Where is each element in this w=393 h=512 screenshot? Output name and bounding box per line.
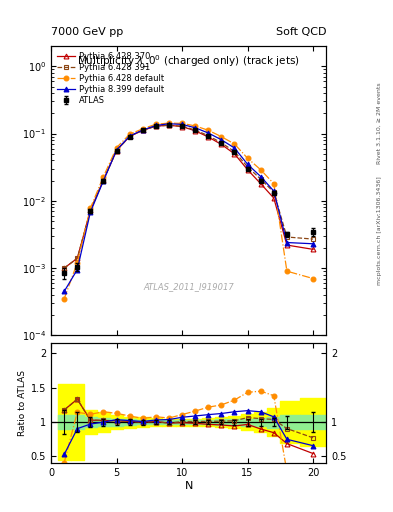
Pythia 6.428 default <box>88 205 93 211</box>
Pythia 6.428 default <box>311 275 316 282</box>
Pythia 6.428 391 <box>193 127 198 133</box>
Text: Soft QCD: Soft QCD <box>276 27 326 37</box>
Pythia 6.428 391 <box>232 148 237 155</box>
X-axis label: N: N <box>184 481 193 491</box>
Text: Multiplicity $\lambda\_0^0$ (charged only) (track jets): Multiplicity $\lambda\_0^0$ (charged onl… <box>77 53 300 70</box>
Pythia 6.428 370 <box>75 255 80 261</box>
Pythia 8.399 default <box>272 188 276 194</box>
Line: Pythia 6.428 370: Pythia 6.428 370 <box>62 123 316 270</box>
Pythia 6.428 370 <box>285 242 289 248</box>
Pythia 6.428 default <box>127 131 132 137</box>
Y-axis label: Ratio to ATLAS: Ratio to ATLAS <box>18 370 27 436</box>
Pythia 6.428 default <box>232 141 237 147</box>
Pythia 8.399 default <box>206 130 211 136</box>
Pythia 8.399 default <box>101 178 106 184</box>
Pythia 8.399 default <box>180 121 184 127</box>
Pythia 6.428 391 <box>285 234 289 240</box>
Pythia 6.428 default <box>62 296 66 302</box>
Pythia 6.428 370 <box>101 177 106 183</box>
Text: mcplots.cern.ch [arXiv:1306.3436]: mcplots.cern.ch [arXiv:1306.3436] <box>377 176 382 285</box>
Pythia 6.428 default <box>285 268 289 274</box>
Pythia 6.428 default <box>245 155 250 161</box>
Pythia 6.428 391 <box>180 123 184 129</box>
Pythia 6.428 370 <box>167 122 171 129</box>
Pythia 8.399 default <box>140 127 145 133</box>
Pythia 8.399 default <box>167 121 171 127</box>
Pythia 6.428 370 <box>180 123 184 130</box>
Pythia 6.428 391 <box>114 147 119 154</box>
Pythia 6.428 default <box>258 167 263 173</box>
Pythia 6.428 default <box>193 123 198 129</box>
Pythia 6.428 370 <box>62 265 66 271</box>
Pythia 6.428 370 <box>127 133 132 139</box>
Pythia 8.399 default <box>127 133 132 139</box>
Pythia 6.428 370 <box>272 195 276 201</box>
Pythia 6.428 default <box>167 120 171 126</box>
Pythia 6.428 391 <box>167 122 171 129</box>
Pythia 6.428 370 <box>154 123 158 129</box>
Pythia 8.399 default <box>62 288 66 294</box>
Pythia 6.428 391 <box>272 189 276 195</box>
Pythia 6.428 default <box>219 134 224 140</box>
Pythia 8.399 default <box>311 241 316 247</box>
Pythia 6.428 default <box>75 260 80 266</box>
Line: Pythia 6.428 391: Pythia 6.428 391 <box>62 123 316 270</box>
Pythia 8.399 default <box>285 240 289 246</box>
Pythia 8.399 default <box>75 267 80 273</box>
Pythia 8.399 default <box>193 125 198 131</box>
Text: 7000 GeV pp: 7000 GeV pp <box>51 27 123 37</box>
Legend: Pythia 6.428 370, Pythia 6.428 391, Pythia 6.428 default, Pythia 8.399 default, : Pythia 6.428 370, Pythia 6.428 391, Pyth… <box>54 50 166 108</box>
Line: Pythia 8.399 default: Pythia 8.399 default <box>62 121 316 294</box>
Pythia 6.428 default <box>140 125 145 132</box>
Pythia 6.428 370 <box>219 141 224 147</box>
Pythia 6.428 391 <box>258 176 263 182</box>
Pythia 6.428 370 <box>193 127 198 134</box>
Pythia 6.428 370 <box>245 167 250 173</box>
Pythia 6.428 391 <box>311 236 316 242</box>
Pythia 6.428 370 <box>140 127 145 133</box>
Pythia 6.428 default <box>114 144 119 151</box>
Pythia 6.428 391 <box>62 265 66 271</box>
Pythia 6.428 391 <box>88 207 93 214</box>
Text: ATLAS_2011_I919017: ATLAS_2011_I919017 <box>143 282 234 291</box>
Pythia 6.428 391 <box>245 164 250 170</box>
Pythia 6.428 391 <box>154 123 158 129</box>
Pythia 8.399 default <box>219 137 224 143</box>
Pythia 8.399 default <box>232 145 237 151</box>
Pythia 6.428 370 <box>311 246 316 252</box>
Pythia 6.428 391 <box>219 140 224 146</box>
Pythia 8.399 default <box>245 161 250 167</box>
Pythia 6.428 391 <box>140 127 145 133</box>
Pythia 6.428 391 <box>127 133 132 139</box>
Pythia 6.428 default <box>154 121 158 127</box>
Pythia 6.428 default <box>206 127 211 133</box>
Pythia 6.428 370 <box>114 147 119 154</box>
Pythia 8.399 default <box>88 209 93 215</box>
Pythia 6.428 default <box>101 174 106 180</box>
Pythia 6.428 391 <box>75 255 80 261</box>
Line: Pythia 6.428 default: Pythia 6.428 default <box>62 121 316 301</box>
Pythia 6.428 370 <box>232 151 237 157</box>
Text: Rivet 3.1.10, ≥ 2M events: Rivet 3.1.10, ≥ 2M events <box>377 82 382 164</box>
Pythia 6.428 default <box>272 181 276 187</box>
Pythia 6.428 370 <box>88 207 93 214</box>
Pythia 6.428 370 <box>206 134 211 140</box>
Pythia 6.428 default <box>180 120 184 126</box>
Pythia 6.428 370 <box>258 181 263 187</box>
Pythia 6.428 391 <box>101 177 106 183</box>
Pythia 6.428 391 <box>206 133 211 139</box>
Pythia 8.399 default <box>154 122 158 129</box>
Pythia 8.399 default <box>114 147 119 153</box>
Pythia 8.399 default <box>258 174 263 180</box>
